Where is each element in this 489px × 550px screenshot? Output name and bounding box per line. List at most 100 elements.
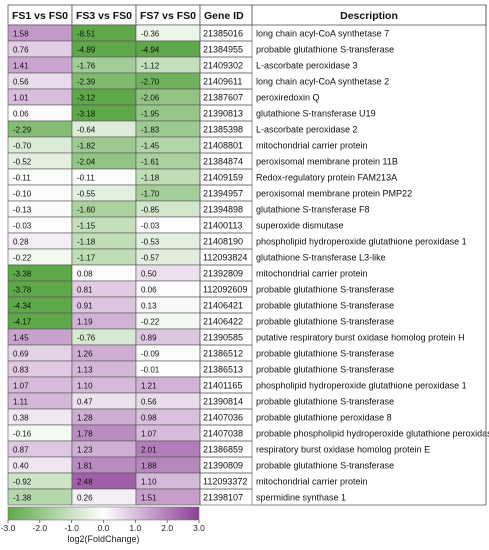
cell-value-fs7: -2.70	[141, 78, 160, 87]
gene-description: phospholipid hydroperoxide glutathione p…	[256, 381, 467, 391]
gene-description: probable glutathione S-transferase	[256, 365, 394, 375]
header-fs3: FS3 vs FS0	[76, 10, 132, 22]
gene-id: 21392809	[203, 269, 243, 279]
cell-value-fs3: -1.17	[77, 254, 96, 263]
cell-value-fs1: -0.70	[13, 142, 32, 151]
color-scale-bar	[7, 506, 200, 521]
gene-description: probable glutathione S-transferase	[256, 45, 394, 55]
cell-value-fs7: -0.22	[141, 318, 160, 327]
header-gene-id: Gene ID	[204, 10, 244, 22]
cell-value-fs3: 1.78	[77, 430, 93, 439]
cell-value-fs3: 0.26	[77, 494, 93, 503]
gene-description: phospholipid hydroperoxide glutathione p…	[256, 237, 467, 247]
gene-description: spermidine synthase 1	[256, 493, 346, 503]
cell-value-fs7: -0.36	[141, 30, 160, 39]
cell-value-fs1: 1.58	[13, 30, 29, 39]
cell-value-fs1: 1.11	[13, 398, 29, 407]
gene-id: 21387607	[203, 93, 243, 103]
cell-value-fs7: -0.03	[141, 222, 160, 231]
cell-value-fs3: -0.76	[77, 334, 96, 343]
gene-description: L-ascorbate peroxidase 2	[256, 125, 358, 135]
gene-id: 21406422	[203, 317, 243, 327]
cell-value-fs3: -0.55	[77, 190, 96, 199]
gene-id: 21408801	[203, 141, 243, 151]
cell-value-fs3: -3.18	[77, 110, 96, 119]
gene-id: 112093372	[203, 477, 247, 487]
gene-description: glutathione S-transferase U19	[256, 109, 376, 119]
gene-id: 21400113	[203, 221, 242, 231]
cell-value-fs7: -0.53	[141, 238, 160, 247]
gene-id: 21390585	[203, 333, 243, 343]
cell-value-fs7: 1.51	[141, 494, 157, 503]
cell-value-fs1: -0.22	[13, 254, 32, 263]
gene-id: 21401165	[203, 381, 242, 391]
cell-value-fs3: 1.81	[77, 462, 93, 471]
cell-value-fs1: -4.17	[13, 318, 32, 327]
cell-value-fs7: -1.18	[141, 174, 160, 183]
cell-value-fs7: -1.95	[141, 110, 160, 119]
gene-description: long chain acyl-CoA synthetase 7	[256, 29, 389, 39]
color-scale-tick-label: 0.0	[98, 523, 110, 533]
gene-description: probable glutathione S-transferase	[256, 317, 394, 327]
color-scale-tick-label: 1.0	[129, 523, 141, 533]
cell-value-fs1: 0.06	[13, 110, 29, 119]
cell-value-fs7: 1.10	[141, 478, 157, 487]
gene-id: 21386512	[203, 349, 243, 359]
cell-value-fs1: -0.10	[13, 190, 32, 199]
cell-value-fs1: 0.69	[13, 350, 29, 359]
cell-value-fs3: -1.76	[77, 62, 96, 71]
gene-description: L-ascorbate peroxidase 3	[256, 61, 358, 71]
gene-description: peroxisomal membrane protein 11B	[256, 157, 398, 167]
gene-description: probable glutathione S-transferase	[256, 301, 394, 311]
cell-value-fs3: 0.91	[77, 302, 93, 311]
cell-value-fs3: 1.10	[77, 382, 93, 391]
gene-description: glutathione S-transferase L3-like	[256, 253, 386, 263]
cell-value-fs1: 0.40	[13, 462, 29, 471]
cell-value-fs1: -0.11	[13, 174, 31, 183]
cell-value-fs7: -0.01	[141, 366, 160, 375]
cell-value-fs3: -2.04	[77, 158, 96, 167]
cell-value-fs7: -4.94	[141, 46, 160, 55]
gene-description: long chain acyl-CoA synthetase 2	[256, 77, 389, 87]
cell-value-fs7: 0.06	[141, 286, 157, 295]
cell-value-fs1: -0.52	[13, 158, 32, 167]
cell-value-fs1: 1.41	[13, 62, 29, 71]
cell-value-fs1: 1.01	[13, 94, 29, 103]
cell-value-fs3: -0.64	[77, 126, 96, 135]
cell-value-fs3: 1.28	[77, 414, 93, 423]
gene-description: Redox-regulatory protein FAM213A	[256, 173, 397, 183]
gene-id: 21385016	[203, 29, 243, 39]
cell-value-fs7: 0.56	[141, 398, 157, 407]
cell-value-fs3: -1.82	[77, 142, 96, 151]
gene-id: 21409611	[203, 77, 242, 87]
gene-id: 21394957	[203, 189, 243, 199]
cell-value-fs3: 1.19	[77, 318, 93, 327]
cell-value-fs3: -2.39	[77, 78, 96, 87]
gene-id: 21386859	[203, 445, 243, 455]
cell-value-fs1: -3.38	[13, 270, 32, 279]
gene-id: 112092609	[203, 285, 247, 295]
color-scale-tick-label: -1.0	[64, 523, 79, 533]
cell-value-fs3: -0.11	[77, 174, 95, 183]
gene-id: 21390814	[203, 397, 243, 407]
cell-value-fs3: -1.60	[77, 206, 96, 215]
cell-value-fs7: -0.09	[141, 350, 160, 359]
cell-value-fs7: -1.12	[141, 62, 160, 71]
header-fs7: FS7 vs FS0	[140, 10, 196, 22]
gene-id: 21398107	[203, 493, 243, 503]
cell-value-fs1: -4.34	[13, 302, 32, 311]
cell-value-fs7: -0.57	[141, 254, 160, 263]
cell-value-fs1: 0.87	[13, 446, 29, 455]
cell-value-fs7: -1.61	[141, 158, 160, 167]
cell-value-fs3: 1.13	[77, 366, 93, 375]
gene-description: superoxide dismutase	[256, 221, 344, 231]
gene-id: 21409159	[203, 173, 243, 183]
gene-id: 21390809	[203, 461, 243, 471]
color-scale-tick-label: -2.0	[33, 523, 48, 533]
cell-value-fs3: 2.48	[77, 478, 93, 487]
color-scale-label: log2(FoldChange)	[67, 534, 139, 544]
cell-value-fs1: 1.45	[13, 334, 29, 343]
cell-value-fs3: -3.12	[77, 94, 96, 103]
cell-value-fs7: 0.13	[141, 302, 157, 311]
gene-description: probable glutathione S-transferase	[256, 349, 394, 359]
